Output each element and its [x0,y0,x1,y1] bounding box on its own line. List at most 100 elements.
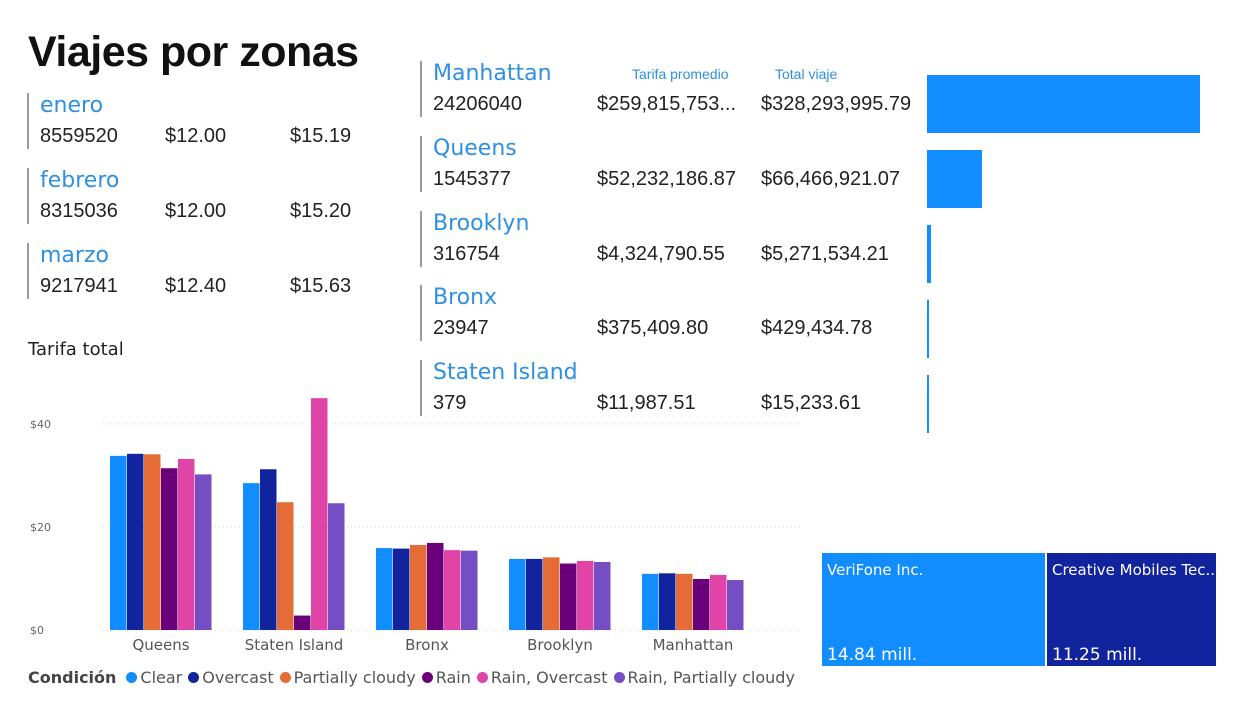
month-total-fare: $15.63 [290,275,352,297]
legend-marker-icon [126,672,138,683]
zone-avg-fare: $4,324,790.55 [597,243,725,265]
zone-card-queens[interactable]: Queens 1545377 $52,232,186.87 $66,466,92… [420,136,922,192]
bar[interactable] [393,548,410,630]
bar[interactable] [710,574,727,630]
bar[interactable] [127,453,144,630]
legend-item[interactable]: Overcast [188,668,274,687]
zone-card-staten-island[interactable]: Staten Island 379 $11,987.51 $15,233.61 [420,360,922,416]
legend-item[interactable]: Clear [126,668,182,687]
zone-name: Queens [433,136,517,161]
zone-total-trip: $66,466,921.07 [761,168,901,190]
legend-marker-icon [476,672,488,683]
zone-bar-brooklyn[interactable] [927,225,932,283]
zone-name: Staten Island [433,360,578,385]
month-total-fare: $15.20 [290,200,352,222]
zone-card-bronx[interactable]: Bronx 23947 $375,409.80 $429,434.78 [420,285,922,341]
chart-legend: Condición Clear Overcast Partially cloudy R… [28,668,801,687]
month-name: marzo [40,243,109,268]
bar[interactable] [444,550,461,630]
bar[interactable] [526,558,543,630]
zone-bar-manhattan[interactable] [927,75,1200,133]
month-trips: 8559520 [40,125,118,147]
month-avg-fare: $12.40 [165,275,227,297]
month-total-fare: $15.19 [290,125,352,147]
bar[interactable] [110,455,127,630]
bar[interactable] [376,548,393,630]
bar[interactable] [178,458,195,630]
legend-marker-icon [279,672,291,683]
x-tick-label: Bronx [405,636,449,654]
month-trips: 8315036 [40,200,118,222]
bar[interactable] [693,578,710,630]
month-name: enero [40,93,104,118]
zone-avg-fare: $11,987.51 [597,392,696,414]
avg-fare-header: Tarifa promedio [632,66,729,82]
zone-card-brooklyn[interactable]: Brooklyn 316754 $4,324,790.55 $5,271,534… [420,211,922,267]
bar[interactable] [144,454,161,630]
zone-name: Brooklyn [433,211,530,236]
x-tick-label: Staten Island [245,636,344,654]
treemap-cell-creative-mobiles[interactable]: Creative Mobiles Tec... 11.25 mill. [1047,553,1217,666]
bar[interactable] [243,483,260,630]
bar[interactable] [509,558,526,630]
bar[interactable] [676,573,693,630]
total-trip-header: Total viaje [775,66,838,82]
page-title: Viajes por zonas [28,28,359,76]
bar[interactable] [328,503,345,630]
zone-trips: 379 [433,392,467,414]
fare-bar-chart: $0 $20 $40 Queens Staten Island Bronx Brooklyn… [30,398,800,654]
month-name: febrero [40,168,120,193]
zone-trips: 316754 [433,243,500,265]
zone-trips: 1545377 [433,168,511,190]
zone-bar-staten-island[interactable] [927,375,929,433]
zone-avg-fare: $375,409.80 [597,317,709,339]
y-tick-label: $0 [30,624,44,637]
zone-avg-fare: $52,232,186.87 [597,168,737,190]
legend-item[interactable]: Partially cloudy [279,668,416,687]
bar[interactable] [560,563,577,630]
y-tick-label: $20 [30,521,51,534]
bar[interactable] [577,560,594,630]
legend-label: Rain, Overcast [490,668,608,687]
bar[interactable] [461,550,478,630]
legend-label: Clear [140,668,183,687]
x-tick-label: Brooklyn [527,636,593,654]
bar[interactable] [594,561,611,630]
month-avg-fare: $12.00 [165,125,227,147]
treemap-value: 11.25 mill. [1052,645,1143,665]
treemap-label: Creative Mobiles Tec... [1052,561,1217,579]
treemap-cell-verifone[interactable]: VeriFone Inc. 14.84 mill. [822,553,1045,666]
zone-card-manhattan[interactable]: Manhattan 24206040 $259,815,753... $328,… [420,61,922,117]
month-avg-fare: $12.00 [165,200,227,222]
month-card-febrero[interactable]: febrero 8315036 $12.00 $15.20 [27,168,389,224]
x-tick-label: Manhattan [653,636,734,654]
zone-total-trip: $5,271,534.21 [761,243,889,265]
zone-name: Bronx [433,285,498,310]
bar[interactable] [311,398,328,630]
zone-bar-queens[interactable] [927,150,983,208]
zone-total-trip: $429,434.78 [761,317,873,339]
x-tick-label: Queens [132,636,189,654]
bar[interactable] [277,502,294,630]
legend-marker-icon [421,672,433,683]
bar[interactable] [410,544,427,630]
bar[interactable] [642,573,659,630]
bar[interactable] [260,469,277,630]
zone-name: Manhattan [433,61,552,86]
bar[interactable] [195,474,212,630]
bar[interactable] [294,615,311,630]
zone-total-trip: $15,233.61 [761,392,862,414]
zone-trips: 23947 [433,317,489,339]
bar[interactable] [161,468,178,630]
legend-item[interactable]: Rain, Partially cloudy [613,668,795,687]
zone-bar-bronx[interactable] [927,300,929,358]
bar[interactable] [727,580,744,630]
legend-item[interactable]: Rain [421,668,471,687]
y-tick-label: $40 [30,418,51,431]
month-card-marzo[interactable]: marzo 9217941 $12.40 $15.63 [27,243,389,299]
bar[interactable] [659,573,676,630]
bar[interactable] [427,542,444,630]
legend-item[interactable]: Rain, Overcast [476,668,608,687]
bar[interactable] [543,557,560,630]
month-card-enero[interactable]: enero 8559520 $12.00 $15.19 [27,93,389,149]
